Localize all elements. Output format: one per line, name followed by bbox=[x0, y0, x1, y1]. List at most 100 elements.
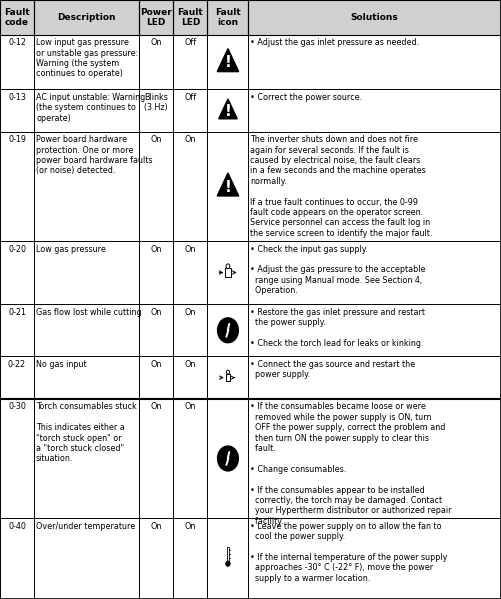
Text: • If the consumables became loose or were
  removed while the power supply is ON: • If the consumables became loose or wer… bbox=[250, 403, 452, 526]
Bar bbox=[0, 0, 34, 35]
Bar bbox=[207, 241, 248, 304]
Bar bbox=[0, 89, 34, 132]
Bar bbox=[173, 35, 207, 89]
Bar bbox=[139, 0, 173, 35]
Circle shape bbox=[226, 370, 229, 374]
Bar bbox=[173, 241, 207, 304]
Circle shape bbox=[226, 561, 230, 566]
Text: On: On bbox=[151, 403, 162, 412]
Bar bbox=[173, 89, 207, 132]
Text: Power
LED: Power LED bbox=[140, 8, 172, 27]
Text: Gas flow lost while cutting: Gas flow lost while cutting bbox=[36, 308, 142, 317]
Bar bbox=[139, 132, 173, 241]
Bar bbox=[248, 304, 501, 356]
Bar bbox=[139, 304, 173, 356]
Bar bbox=[34, 356, 139, 399]
Bar bbox=[34, 399, 139, 518]
Bar bbox=[173, 356, 207, 399]
Bar bbox=[173, 304, 207, 356]
Bar bbox=[173, 399, 207, 518]
Bar bbox=[34, 0, 139, 35]
Text: • Leave the power supply on to allow the fan to
  cool the power supply.

• If t: • Leave the power supply on to allow the… bbox=[250, 522, 448, 583]
Bar bbox=[0, 35, 34, 89]
Text: On: On bbox=[151, 522, 162, 531]
Text: !: ! bbox=[224, 55, 231, 71]
Bar bbox=[173, 518, 207, 599]
Bar bbox=[173, 356, 207, 399]
Bar bbox=[207, 241, 248, 304]
Bar bbox=[173, 132, 207, 241]
Bar bbox=[139, 518, 173, 599]
Bar bbox=[225, 374, 230, 382]
Text: !: ! bbox=[224, 104, 231, 119]
Text: On: On bbox=[185, 308, 196, 317]
Bar bbox=[139, 132, 173, 241]
Bar bbox=[248, 518, 501, 599]
Bar bbox=[248, 518, 501, 599]
Bar bbox=[173, 304, 207, 356]
Bar bbox=[34, 35, 139, 89]
Text: • Adjust the gas inlet pressure as needed.: • Adjust the gas inlet pressure as neede… bbox=[250, 38, 420, 47]
Bar bbox=[139, 241, 173, 304]
Text: Off: Off bbox=[184, 38, 196, 47]
Bar bbox=[207, 518, 248, 599]
Bar bbox=[173, 35, 207, 89]
Bar bbox=[248, 132, 501, 241]
Text: Torch consumables stuck

This indicates either a
"torch stuck open" or
a "torch : Torch consumables stuck This indicates e… bbox=[36, 403, 137, 464]
Bar bbox=[34, 241, 139, 304]
Bar bbox=[248, 356, 501, 399]
Bar bbox=[139, 0, 173, 35]
Bar bbox=[248, 35, 501, 89]
Bar bbox=[0, 399, 34, 518]
Bar bbox=[0, 399, 34, 518]
Polygon shape bbox=[217, 173, 238, 196]
Bar bbox=[139, 304, 173, 356]
Bar bbox=[207, 304, 248, 356]
Bar bbox=[0, 518, 34, 599]
Polygon shape bbox=[217, 49, 238, 72]
Bar bbox=[34, 89, 139, 132]
Text: Over/under temperature: Over/under temperature bbox=[36, 522, 135, 531]
Bar bbox=[0, 132, 34, 241]
Text: On: On bbox=[185, 403, 196, 412]
Text: On: On bbox=[151, 308, 162, 317]
Bar bbox=[207, 356, 248, 399]
Text: Power board hardware
protection. One or more
power board hardware faults
(or noi: Power board hardware protection. One or … bbox=[36, 135, 153, 176]
Text: • Restore the gas inlet pressure and restart
  the power supply.

• Check the to: • Restore the gas inlet pressure and res… bbox=[250, 308, 425, 348]
Bar bbox=[0, 356, 34, 399]
Bar bbox=[207, 356, 248, 399]
Bar bbox=[34, 304, 139, 356]
Bar bbox=[207, 89, 248, 132]
Text: Off: Off bbox=[184, 93, 196, 102]
Text: On: On bbox=[185, 360, 196, 369]
Text: 0-30: 0-30 bbox=[8, 403, 26, 412]
Bar bbox=[0, 304, 34, 356]
Text: • Check the input gas supply.

• Adjust the gas pressure to the acceptable
  ran: • Check the input gas supply. • Adjust t… bbox=[250, 244, 426, 295]
Polygon shape bbox=[219, 99, 237, 119]
Bar bbox=[34, 241, 139, 304]
Bar bbox=[248, 399, 501, 518]
Text: Low input gas pressure
or unstable gas pressure:
Warning (the system
continues t: Low input gas pressure or unstable gas p… bbox=[36, 38, 138, 78]
Bar bbox=[207, 518, 248, 599]
Bar bbox=[248, 35, 501, 89]
Bar bbox=[173, 89, 207, 132]
Bar bbox=[248, 0, 501, 35]
Bar bbox=[207, 89, 248, 132]
Bar bbox=[34, 35, 139, 89]
Text: Low gas pressure: Low gas pressure bbox=[36, 244, 106, 253]
Bar bbox=[0, 0, 34, 35]
Bar bbox=[248, 241, 501, 304]
Bar bbox=[139, 518, 173, 599]
Text: 0-21: 0-21 bbox=[8, 308, 26, 317]
Text: 0-12: 0-12 bbox=[8, 38, 26, 47]
Text: 0-22: 0-22 bbox=[8, 360, 26, 369]
Bar bbox=[0, 35, 34, 89]
Text: Fault
code: Fault code bbox=[4, 8, 30, 27]
Bar bbox=[0, 356, 34, 399]
Bar bbox=[139, 399, 173, 518]
Text: On: On bbox=[151, 244, 162, 253]
Bar bbox=[0, 132, 34, 241]
Bar bbox=[173, 0, 207, 35]
Bar bbox=[139, 89, 173, 132]
Bar bbox=[139, 356, 173, 399]
